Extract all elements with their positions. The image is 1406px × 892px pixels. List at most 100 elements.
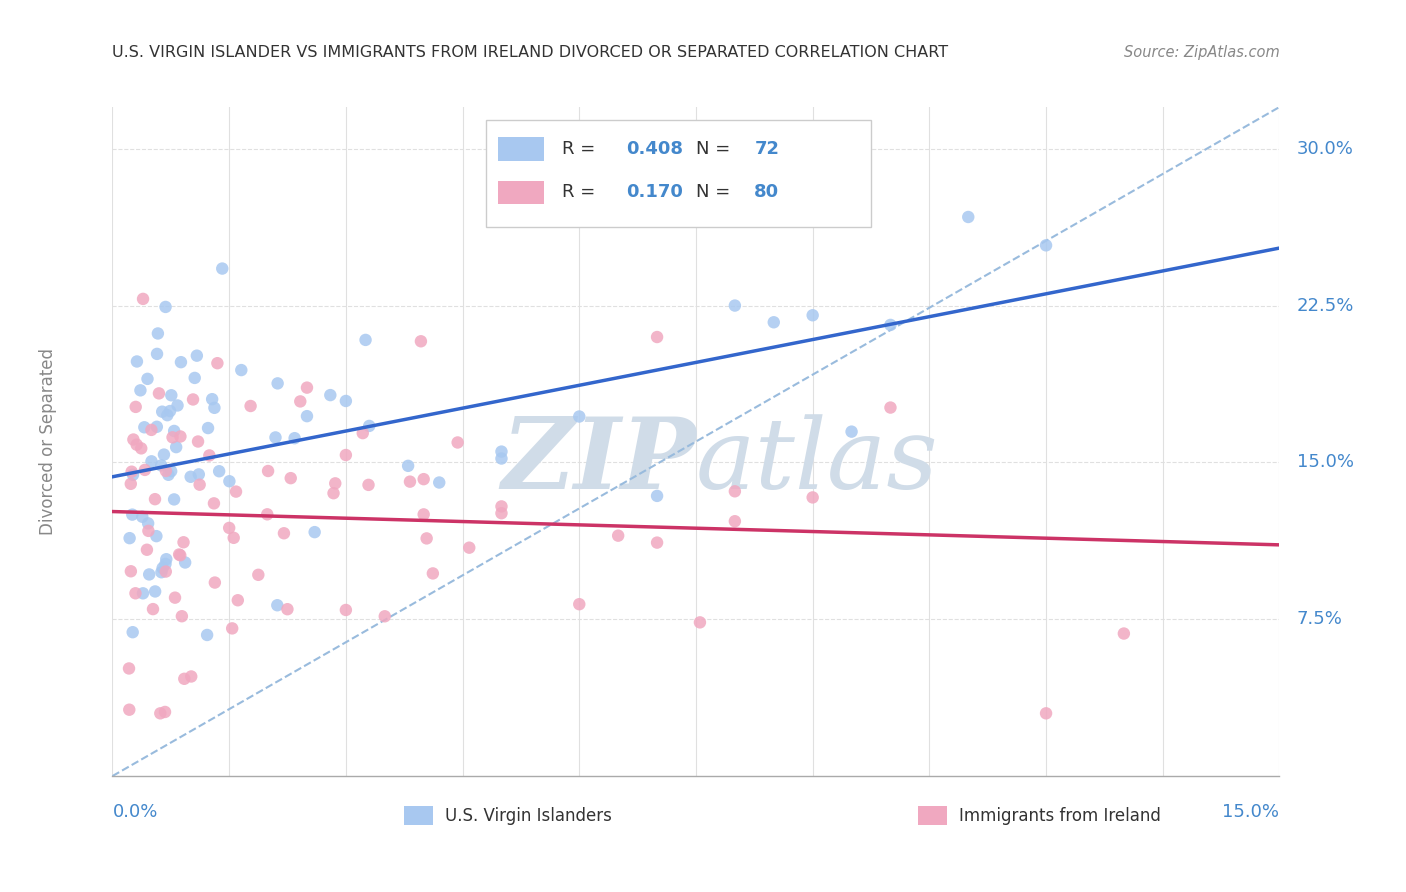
Point <box>352 426 374 441</box>
Point <box>645 330 668 344</box>
Text: 0.0%: 0.0% <box>112 803 157 821</box>
FancyBboxPatch shape <box>918 806 946 825</box>
Point <box>121 508 143 522</box>
Point <box>180 669 202 683</box>
Point <box>180 470 202 484</box>
FancyBboxPatch shape <box>486 120 872 227</box>
Point <box>290 394 312 409</box>
Point <box>122 467 145 482</box>
Point <box>120 476 142 491</box>
Point <box>335 394 357 409</box>
Point <box>280 471 302 485</box>
Point <box>163 492 186 507</box>
Point <box>226 593 249 607</box>
Point <box>197 421 219 435</box>
Point <box>167 548 190 562</box>
Point <box>266 599 288 613</box>
Point <box>204 401 226 415</box>
Point <box>155 557 177 571</box>
Point <box>266 376 288 391</box>
Point <box>155 300 177 314</box>
Point <box>187 434 209 449</box>
Point <box>187 467 209 482</box>
Point <box>173 535 195 549</box>
Point <box>247 567 270 582</box>
Text: ZIP: ZIP <box>501 413 696 510</box>
Point <box>122 433 145 447</box>
FancyBboxPatch shape <box>498 180 544 204</box>
Point <box>396 458 419 473</box>
Point <box>257 464 280 478</box>
Text: atlas: atlas <box>696 414 939 509</box>
Text: 30.0%: 30.0% <box>1296 140 1354 158</box>
Point <box>181 392 204 407</box>
Point <box>304 525 326 540</box>
Point <box>125 438 148 452</box>
Point <box>150 458 173 473</box>
Text: 80: 80 <box>755 184 779 202</box>
Text: N =: N = <box>696 184 735 202</box>
Point <box>136 372 159 386</box>
Point <box>491 451 513 466</box>
Point <box>357 478 380 492</box>
Point <box>374 609 396 624</box>
Point <box>162 430 184 444</box>
Point <box>195 628 218 642</box>
Point <box>322 486 344 500</box>
Point <box>124 586 146 600</box>
Point <box>1035 706 1057 721</box>
Point <box>170 355 193 369</box>
Point <box>186 349 208 363</box>
Point <box>129 442 152 456</box>
Point <box>323 476 346 491</box>
Point <box>118 661 141 675</box>
Text: U.S. VIRGIN ISLANDER VS IMMIGRANTS FROM IRELAND DIVORCED OR SEPARATED CORRELATIO: U.S. VIRGIN ISLANDER VS IMMIGRANTS FROM … <box>112 45 949 60</box>
Point <box>148 386 170 401</box>
Point <box>201 392 224 406</box>
Point <box>166 399 188 413</box>
Point <box>256 508 278 522</box>
Text: N =: N = <box>696 140 735 158</box>
Point <box>173 672 195 686</box>
Point <box>568 409 591 424</box>
Point <box>427 475 450 490</box>
Point <box>143 584 166 599</box>
Point <box>458 541 481 555</box>
Point <box>143 492 166 507</box>
Point <box>153 705 176 719</box>
Point <box>188 477 211 491</box>
Point <box>204 575 226 590</box>
Point <box>198 449 221 463</box>
Point <box>218 521 240 535</box>
Point <box>146 347 169 361</box>
Text: 15.0%: 15.0% <box>1222 803 1279 821</box>
Point <box>202 496 225 510</box>
Text: 22.5%: 22.5% <box>1296 297 1354 315</box>
Text: R =: R = <box>562 184 600 202</box>
Text: Immigrants from Ireland: Immigrants from Ireland <box>959 807 1160 825</box>
Point <box>412 472 434 486</box>
Point <box>155 552 177 566</box>
Point <box>183 371 205 385</box>
Point <box>163 424 186 438</box>
Point <box>957 210 980 224</box>
Point <box>121 625 143 640</box>
Text: U.S. Virgin Islanders: U.S. Virgin Islanders <box>446 807 612 825</box>
Point <box>146 419 169 434</box>
Point <box>335 603 357 617</box>
Point <box>145 529 167 543</box>
Point <box>409 334 432 349</box>
Text: R =: R = <box>562 140 600 158</box>
Point <box>141 454 163 468</box>
Point <box>152 561 174 575</box>
Point <box>131 509 153 524</box>
Point <box>284 431 307 445</box>
Point <box>136 516 159 531</box>
Point <box>689 615 711 630</box>
Point <box>225 484 247 499</box>
Point <box>169 548 191 562</box>
Point <box>1112 626 1135 640</box>
Point <box>208 464 231 478</box>
Point <box>156 408 179 422</box>
Point <box>491 444 513 458</box>
